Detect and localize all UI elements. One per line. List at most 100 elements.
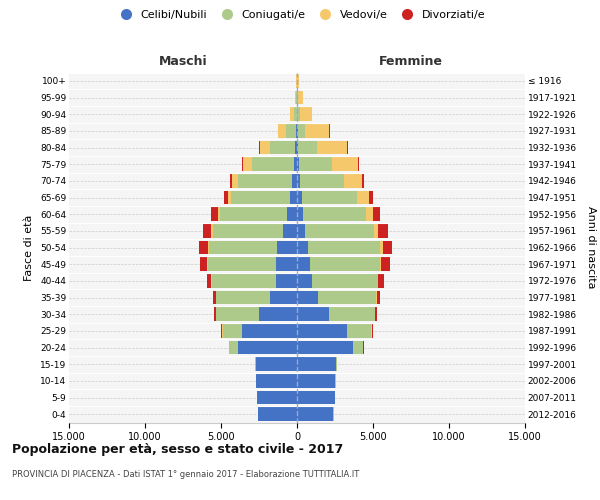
Bar: [297, 174, 301, 188]
Bar: [296, 90, 297, 104]
Bar: [296, 124, 297, 138]
Bar: [366, 208, 373, 221]
Y-axis label: Fasce di età: Fasce di età: [25, 214, 34, 280]
Bar: [212, 224, 283, 237]
Text: Femmine: Femmine: [379, 54, 443, 68]
Bar: [344, 174, 362, 188]
Bar: [297, 390, 335, 404]
Bar: [295, 140, 297, 154]
Bar: [292, 174, 297, 188]
Bar: [298, 90, 303, 104]
Bar: [297, 240, 308, 254]
Bar: [347, 324, 371, 338]
Bar: [297, 190, 302, 204]
Bar: [371, 324, 373, 338]
Bar: [200, 258, 208, 271]
Bar: [297, 208, 304, 221]
Bar: [377, 274, 379, 287]
Bar: [217, 308, 259, 321]
Text: PROVINCIA DI PIACENZA - Dati ISTAT 1° gennaio 2017 - Elaborazione TUTTITALIA.IT: PROVINCIA DI PIACENZA - Dati ISTAT 1° ge…: [12, 470, 359, 479]
Bar: [298, 140, 317, 154]
Bar: [258, 408, 297, 421]
Bar: [374, 224, 379, 237]
Bar: [297, 408, 334, 421]
Bar: [332, 158, 358, 171]
Bar: [227, 190, 231, 204]
Bar: [297, 158, 299, 171]
Bar: [238, 340, 297, 354]
Bar: [336, 358, 337, 371]
Bar: [244, 158, 252, 171]
Bar: [199, 240, 208, 254]
Bar: [220, 208, 287, 221]
Bar: [242, 158, 244, 171]
Bar: [297, 274, 312, 287]
Bar: [380, 240, 383, 254]
Bar: [297, 140, 298, 154]
Bar: [206, 274, 211, 287]
Bar: [305, 124, 329, 138]
Bar: [238, 174, 292, 188]
Bar: [208, 240, 209, 254]
Bar: [304, 208, 366, 221]
Bar: [257, 390, 297, 404]
Bar: [297, 108, 299, 121]
Bar: [211, 208, 218, 221]
Bar: [295, 90, 296, 104]
Bar: [312, 274, 377, 287]
Bar: [379, 274, 384, 287]
Text: Maschi: Maschi: [158, 54, 208, 68]
Bar: [260, 140, 269, 154]
Bar: [295, 158, 297, 171]
Bar: [276, 274, 297, 287]
Bar: [269, 140, 295, 154]
Bar: [286, 124, 296, 138]
Bar: [223, 324, 242, 338]
Bar: [290, 108, 294, 121]
Bar: [369, 190, 373, 204]
Bar: [305, 224, 374, 237]
Bar: [297, 324, 347, 338]
Legend: Celibi/Nubili, Coniugati/e, Vedovi/e, Divorziati/e: Celibi/Nubili, Coniugati/e, Vedovi/e, Di…: [110, 6, 490, 25]
Bar: [358, 158, 359, 171]
Y-axis label: Anni di nascita: Anni di nascita: [586, 206, 596, 288]
Bar: [230, 174, 232, 188]
Bar: [363, 340, 364, 354]
Bar: [329, 308, 374, 321]
Bar: [379, 224, 388, 237]
Bar: [231, 190, 290, 204]
Bar: [373, 208, 380, 221]
Bar: [375, 308, 377, 321]
Bar: [362, 174, 364, 188]
Bar: [256, 358, 297, 371]
Bar: [259, 308, 297, 321]
Bar: [212, 274, 276, 287]
Bar: [297, 358, 336, 371]
Bar: [255, 358, 256, 371]
Bar: [297, 258, 310, 271]
Bar: [211, 224, 212, 237]
Bar: [218, 208, 220, 221]
Bar: [299, 158, 332, 171]
Bar: [214, 308, 216, 321]
Bar: [353, 340, 363, 354]
Bar: [310, 258, 380, 271]
Bar: [301, 174, 344, 188]
Bar: [302, 190, 356, 204]
Bar: [208, 258, 277, 271]
Bar: [308, 240, 380, 254]
Bar: [356, 190, 369, 204]
Bar: [297, 74, 299, 88]
Bar: [232, 174, 238, 188]
Bar: [221, 324, 223, 338]
Bar: [297, 224, 305, 237]
Bar: [297, 290, 318, 304]
Bar: [297, 340, 353, 354]
Bar: [224, 190, 227, 204]
Bar: [382, 258, 390, 271]
Bar: [297, 374, 335, 388]
Bar: [252, 158, 295, 171]
Bar: [203, 224, 211, 237]
Bar: [287, 208, 297, 221]
Bar: [217, 290, 269, 304]
